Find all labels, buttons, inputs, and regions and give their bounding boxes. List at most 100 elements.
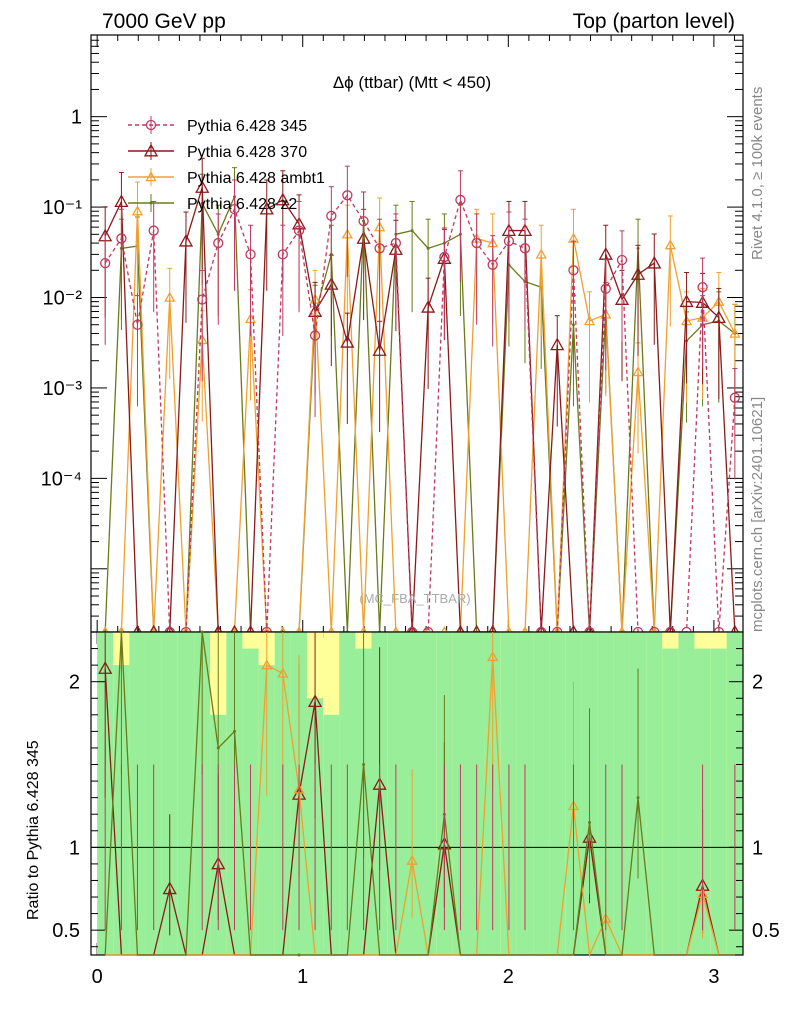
mc-band-inner	[420, 632, 437, 955]
legend-entry: Pythia 6.428 ambt1	[128, 168, 325, 187]
data-point	[131, 205, 144, 216]
data-point	[149, 201, 153, 205]
data-point	[600, 283, 611, 294]
ratio-ylabel: Ratio to Pythia 6.428 345	[25, 740, 42, 920]
data-point	[145, 119, 157, 131]
data-point	[630, 267, 646, 280]
data-point	[729, 327, 741, 338]
data-point	[275, 192, 290, 206]
data-point	[439, 251, 450, 263]
data-point	[213, 237, 224, 249]
data-point	[503, 236, 515, 247]
series-line	[104, 187, 736, 633]
data-point	[487, 259, 498, 270]
watermark: (MC_FBA_TTBAR)	[359, 591, 470, 606]
data-point	[550, 337, 565, 351]
data-point	[647, 255, 662, 269]
data-point	[374, 243, 385, 254]
data-point	[98, 661, 113, 674]
mc-band-inner	[161, 632, 178, 955]
data-point	[616, 254, 628, 266]
legend-entry: Pythia 6.428 345	[128, 116, 307, 135]
data-point	[487, 651, 499, 662]
y-tick-label: 10⁻⁴	[41, 468, 82, 490]
data-point	[216, 746, 220, 750]
data-point	[421, 299, 436, 313]
data-point	[114, 194, 129, 208]
y-tick-label: 10⁻¹	[43, 197, 83, 219]
data-point	[358, 215, 369, 227]
ratio-tick-label-right: 2	[752, 672, 763, 694]
data-point	[410, 229, 414, 233]
mcplots-label: mcplots.cern.ch [arXiv:2401.10621]	[749, 397, 766, 632]
data-point	[261, 659, 273, 670]
data-point	[406, 854, 418, 865]
legend-entry: Pythia 6.428 z2	[128, 194, 297, 213]
mc-band-inner	[549, 632, 566, 955]
legend-label: Pythia 6.428 z2	[187, 196, 297, 213]
ratio-tick-label-right: 1	[752, 837, 763, 859]
rivet-label: Rivet 4.1.0, ≥ 100k events	[749, 87, 766, 260]
data-point	[143, 143, 159, 157]
data-point	[162, 881, 177, 895]
mc-band-inner	[177, 632, 195, 955]
data-point	[297, 953, 301, 957]
data-point	[195, 180, 210, 193]
series-0	[100, 165, 741, 638]
mc-band-inner	[662, 648, 679, 955]
x-tick-label: 0	[92, 966, 103, 988]
mc-band-inner	[710, 648, 727, 955]
mc-band-inner	[646, 632, 663, 955]
data-point	[583, 315, 596, 326]
y-tick-label: 1	[71, 107, 82, 129]
data-point	[164, 291, 176, 302]
x-tick-label: 3	[708, 966, 719, 988]
data-point	[100, 257, 111, 269]
legend-entry: Pythia 6.428 370	[128, 142, 307, 161]
main-panel: 10⁻⁴ 10⁻³ 10⁻² 10⁻¹ 1	[41, 34, 744, 955]
mc-band-inner	[533, 632, 550, 955]
data-point	[632, 366, 644, 377]
x-tick-label: 1	[297, 966, 308, 988]
data-point	[326, 210, 337, 222]
data-point	[259, 201, 274, 215]
header-left: 7000 GeV pp	[102, 10, 226, 33]
data-point	[588, 820, 592, 824]
legend-label: Pythia 6.428 ambt1	[187, 170, 325, 187]
data-point	[309, 330, 321, 341]
data-point	[390, 237, 402, 249]
data-point	[535, 248, 547, 259]
data-point	[664, 239, 676, 250]
data-point	[277, 667, 289, 678]
ratio-line	[105, 656, 735, 958]
data-point	[307, 694, 323, 708]
data-point	[340, 334, 355, 348]
data-point	[471, 237, 482, 249]
y-tick-label: 10⁻³	[43, 378, 83, 400]
data-point	[426, 246, 430, 250]
ratio-tick-label: 2	[69, 672, 80, 694]
data-point	[519, 243, 531, 254]
data-point	[148, 225, 159, 236]
data-point	[200, 630, 204, 634]
data-point	[636, 796, 640, 800]
data-point	[293, 225, 305, 236]
data-point	[119, 630, 123, 634]
data-point	[568, 265, 579, 276]
plot-title: Δϕ (ttbar) (Mtt < 450)	[333, 73, 491, 92]
ratio-tick-label: 0.5	[52, 920, 80, 942]
x-tick-label: 2	[503, 966, 514, 988]
ratio-tick-label: 1	[69, 837, 80, 859]
data-point	[145, 171, 157, 182]
data-point	[697, 282, 708, 293]
y-tick-label: 10⁻²	[43, 288, 83, 310]
ratio-panel: 0 1 2 3 0.5 0.5 1 1 2 2	[52, 630, 780, 988]
ratio-reference-series	[104, 764, 736, 931]
ratio-line	[104, 631, 735, 956]
ratio-series-1	[105, 632, 735, 958]
data-point	[372, 343, 387, 356]
legend: Pythia 6.428 345 Pythia 6.428 370 Pythia 6…	[128, 116, 325, 213]
data-point	[232, 729, 236, 733]
data-point	[455, 194, 466, 206]
